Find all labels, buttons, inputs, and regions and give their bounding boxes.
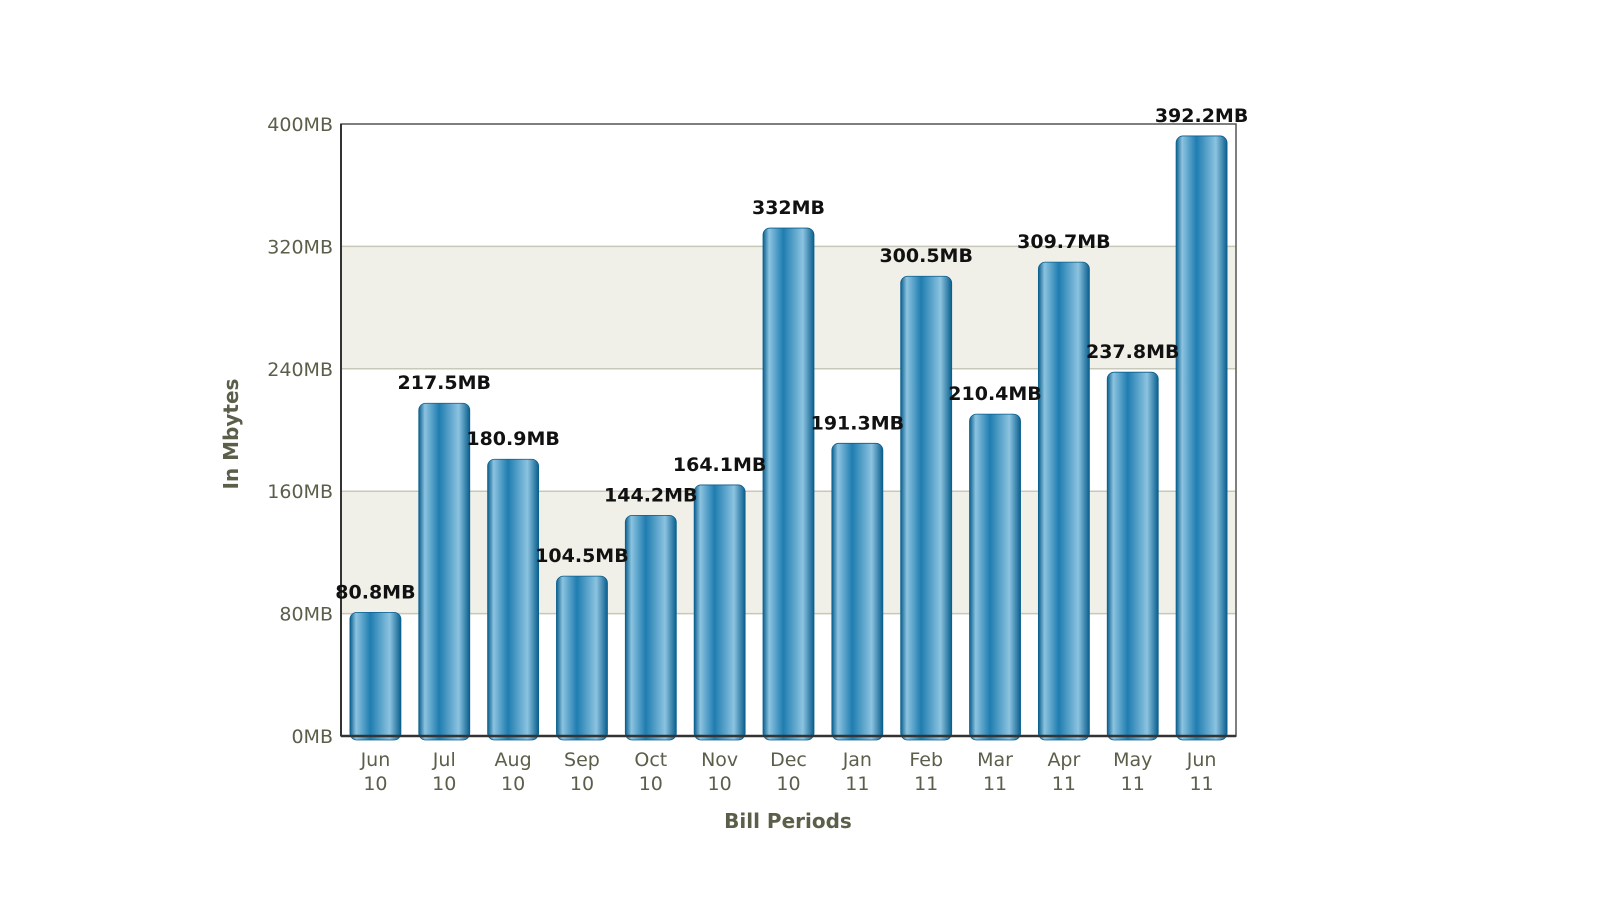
bar <box>831 442 884 741</box>
bar <box>487 458 540 741</box>
x-tick-label: May <box>1113 749 1152 771</box>
x-tick-label: 11 <box>1121 773 1145 795</box>
bar <box>1175 135 1228 741</box>
x-tick-label: Jan <box>842 749 872 771</box>
x-tick-label: Dec <box>770 749 807 771</box>
bar <box>762 227 815 741</box>
bar-series <box>349 135 1228 741</box>
data-label: 300.5MB <box>879 245 973 267</box>
x-tick-label: 10 <box>639 773 663 795</box>
data-label: 309.7MB <box>1017 231 1111 253</box>
x-tick-label: 11 <box>914 773 938 795</box>
x-tick-label: 10 <box>570 773 594 795</box>
x-tick-label: 11 <box>983 773 1007 795</box>
bar <box>900 275 953 741</box>
data-label: 104.5MB <box>535 545 629 567</box>
data-label: 180.9MB <box>466 428 560 450</box>
x-tick-label: 10 <box>432 773 456 795</box>
x-tick-label: Jun <box>360 749 391 771</box>
bar <box>418 402 471 741</box>
x-tick-label: Aug <box>495 749 532 771</box>
x-tick-label: Feb <box>909 749 943 771</box>
data-label: 392.2MB <box>1155 105 1249 127</box>
x-tick-label: 11 <box>845 773 869 795</box>
x-tick-label: 10 <box>363 773 387 795</box>
bar <box>624 514 677 741</box>
x-axis-ticks: Jun10Jul10Aug10Sep10Oct10Nov10Dec10Jan11… <box>360 749 1217 795</box>
y-axis-ticks: 0MB 80MB 160MB 240MB 320MB 400MB <box>267 114 333 748</box>
x-tick-label: 11 <box>1189 773 1213 795</box>
y-tick-label: 320MB <box>267 236 333 258</box>
bar <box>969 413 1021 741</box>
data-label: 210.4MB <box>948 383 1042 405</box>
x-tick-label: 11 <box>1052 773 1076 795</box>
x-tick-label: 10 <box>708 773 732 795</box>
bar <box>349 611 402 741</box>
x-tick-label: 10 <box>776 773 800 795</box>
bar <box>556 575 608 741</box>
x-tick-label: Mar <box>977 749 1013 771</box>
bar <box>693 484 746 741</box>
data-labels: 80.8MB 217.5MB 180.9MB 104.5MB 144.2MB 164.1M… <box>335 105 1248 603</box>
x-tick-label: Jul <box>432 749 456 771</box>
x-tick-label: Oct <box>634 749 667 771</box>
x-axis-title: Bill Periods <box>724 809 852 833</box>
x-tick-label: Jun <box>1186 749 1217 771</box>
bar <box>1037 261 1090 741</box>
bar <box>1106 371 1159 741</box>
data-label: 164.1MB <box>673 454 767 476</box>
plot-frame <box>340 123 1237 738</box>
y-tick-label: 0MB <box>291 726 333 748</box>
y-tick-label: 400MB <box>267 114 333 136</box>
data-label: 237.8MB <box>1086 341 1180 363</box>
x-tick-label: Nov <box>701 749 738 771</box>
data-label: 217.5MB <box>398 372 492 394</box>
x-tick-label: Apr <box>1047 749 1080 771</box>
x-tick-label: Sep <box>564 749 600 771</box>
data-label: 191.3MB <box>811 412 905 434</box>
x-tick-label: 10 <box>501 773 525 795</box>
data-label: 144.2MB <box>604 484 698 506</box>
data-label: 332MB <box>752 197 825 219</box>
y-tick-label: 80MB <box>279 604 333 626</box>
y-tick-label: 240MB <box>267 359 333 381</box>
data-label: 80.8MB <box>335 581 415 603</box>
y-tick-label: 160MB <box>267 481 333 503</box>
y-axis-title: In Mbytes <box>219 379 243 490</box>
